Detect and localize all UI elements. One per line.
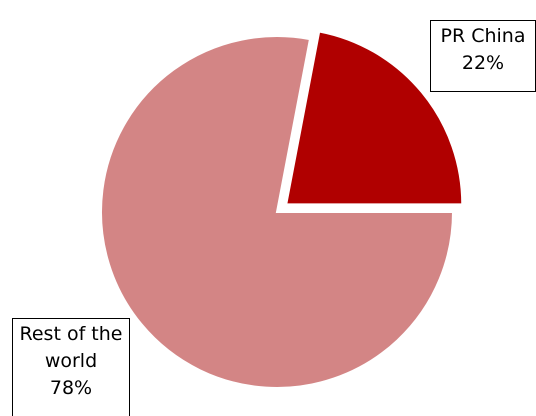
- slice-value: 22%: [461, 52, 505, 74]
- pie-slice: [285, 30, 464, 206]
- data-label: PR China 22%: [430, 20, 536, 92]
- slice-name: Rest of the world: [19, 323, 123, 372]
- slice-name: PR China: [440, 25, 526, 47]
- slice-value: 78%: [49, 377, 93, 399]
- data-label: Rest of the world 78%: [12, 318, 130, 416]
- pie-slice: [100, 35, 455, 389]
